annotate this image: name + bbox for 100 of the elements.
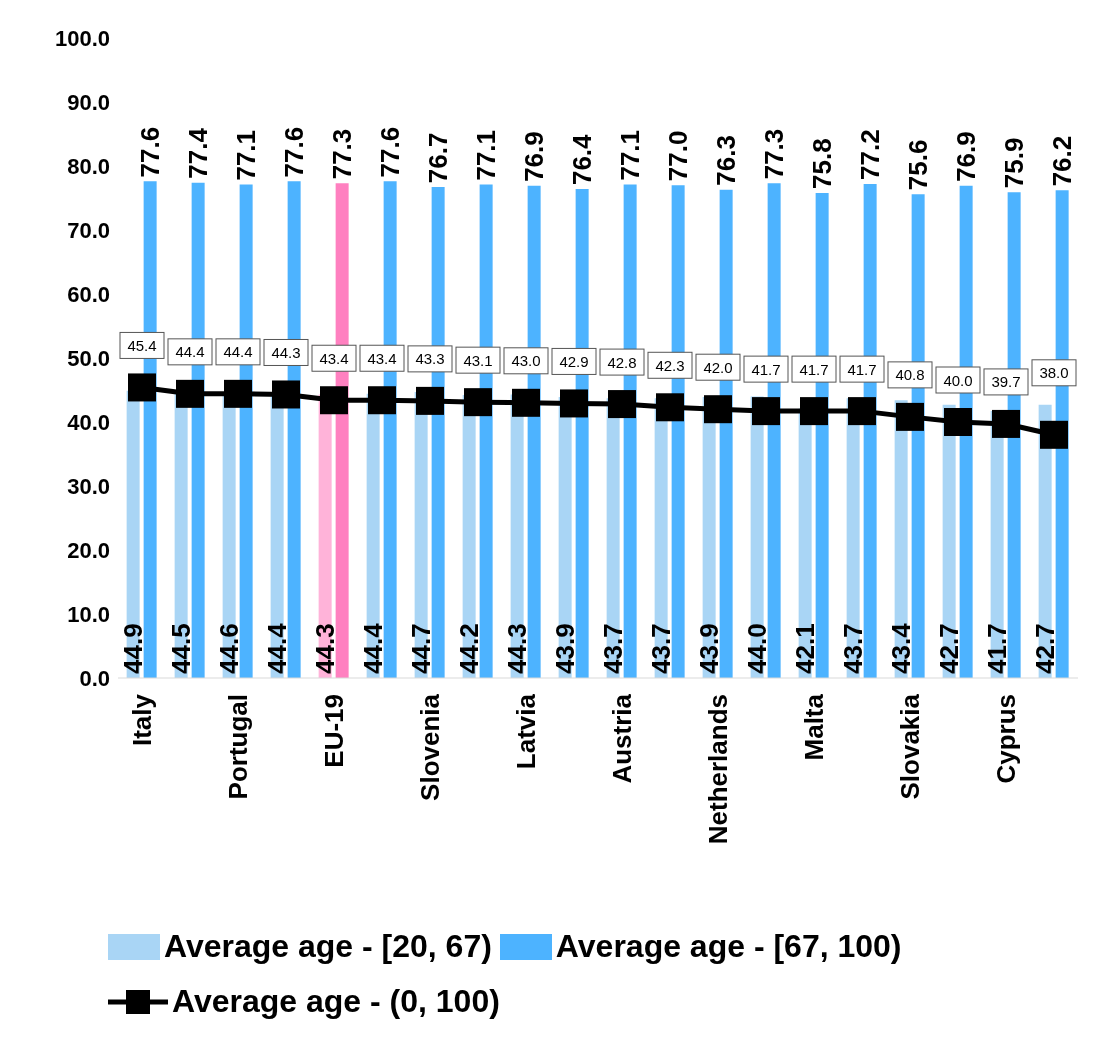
data-label: 77.4 — [183, 127, 214, 179]
data-label: 44.3 — [271, 343, 301, 361]
point — [320, 386, 348, 415]
x-tick-label: Austria — [607, 693, 637, 784]
data-label: 77.6 — [135, 126, 166, 178]
data-label: 43.7 — [646, 623, 677, 674]
data-label: 43.7 — [838, 623, 869, 674]
y-tick-label: 10.0 — [67, 601, 110, 627]
point — [944, 408, 972, 436]
x-tick-label: EU-19 — [319, 694, 349, 768]
data-label: 42.1 — [790, 623, 821, 674]
data-label: 77.1 — [231, 129, 262, 181]
data-label: 42.7 — [1030, 623, 1061, 674]
y-tick-label: 50.0 — [67, 345, 110, 371]
point — [512, 388, 540, 417]
x-tick-label: Slovenia — [415, 693, 445, 801]
y-tick-label: 40.0 — [67, 409, 110, 435]
point — [992, 409, 1020, 438]
point — [704, 395, 732, 424]
data-label: 43.4 — [319, 349, 349, 367]
y-tick-label: 20.0 — [67, 537, 110, 563]
data-label: 77.0 — [663, 130, 694, 182]
data-label: 44.3 — [310, 623, 341, 674]
x-tick-label: Malta — [799, 693, 829, 761]
data-label: 75.8 — [807, 138, 838, 189]
data-label: 44.5 — [166, 623, 197, 674]
legend-label: Average age - [20, 67) — [164, 928, 492, 965]
legend-label: Average age - [67, 100) — [555, 928, 902, 965]
data-label: 41.7 — [799, 360, 829, 378]
point — [656, 393, 684, 422]
data-label: 77.1 — [615, 129, 646, 181]
data-label: 43.7 — [598, 623, 629, 674]
data-label: 44.0 — [742, 623, 773, 674]
x-tick-label: Italy — [127, 693, 157, 747]
data-label: 39.7 — [991, 373, 1021, 391]
data-label: 43.9 — [694, 623, 725, 674]
point — [560, 389, 588, 418]
data-label: 77.1 — [471, 129, 502, 181]
data-label: 41.7 — [751, 360, 781, 378]
point — [128, 373, 156, 402]
data-label: 75.9 — [999, 137, 1030, 189]
data-label: 77.3 — [327, 128, 358, 180]
data-label: 42.9 — [559, 352, 589, 370]
point — [752, 397, 780, 426]
data-label: 44.6 — [214, 623, 245, 674]
data-label: 41.7 — [982, 623, 1013, 674]
point — [896, 402, 924, 431]
legend-label: Average age - (0, 100) — [172, 983, 500, 1020]
y-tick-label: 80.0 — [67, 153, 110, 179]
data-label: 43.1 — [463, 351, 493, 369]
y-tick-label: 0.0 — [79, 665, 110, 691]
data-label: 42.8 — [607, 353, 637, 371]
x-tick-label: Slovakia — [895, 693, 925, 800]
data-label: 75.6 — [903, 139, 934, 191]
data-label: 76.9 — [951, 131, 982, 182]
y-tick-label: 100.0 — [54, 25, 110, 51]
data-label: 42.7 — [934, 623, 965, 674]
data-label: 42.3 — [655, 356, 685, 374]
data-label: 43.3 — [415, 350, 445, 368]
data-label: 44.2 — [454, 623, 485, 674]
data-label: 43.9 — [550, 623, 581, 674]
point — [368, 386, 396, 415]
data-label: 44.3 — [502, 623, 533, 674]
data-label: 43.4 — [886, 622, 917, 674]
point — [416, 386, 444, 415]
x-tick-label: Latvia — [511, 693, 541, 770]
point — [800, 397, 828, 426]
data-label: 44.4 — [175, 343, 205, 361]
data-label: 41.7 — [847, 360, 877, 378]
x-tick-label: Cyprus — [991, 694, 1021, 784]
data-label: 44.7 — [406, 623, 437, 674]
point — [1040, 420, 1068, 449]
y-tick-label: 60.0 — [67, 281, 110, 307]
point — [464, 388, 492, 417]
data-label: 77.6 — [279, 126, 310, 178]
data-label: 76.3 — [711, 135, 742, 186]
data-label: 44.4 — [358, 622, 389, 674]
data-label: 44.9 — [118, 623, 149, 674]
y-tick-label: 90.0 — [67, 89, 110, 115]
point — [608, 390, 636, 419]
x-tick-label: Netherlands — [703, 694, 733, 845]
point — [272, 380, 300, 409]
data-label: 43.0 — [511, 352, 541, 370]
data-label: 40.0 — [943, 371, 973, 389]
data-label: 38.0 — [1039, 364, 1069, 382]
point — [848, 397, 876, 426]
data-label: 76.2 — [1047, 135, 1078, 187]
data-label: 76.9 — [519, 131, 550, 182]
data-label: 76.4 — [567, 133, 598, 186]
x-tick-label: Portugal — [223, 694, 253, 800]
data-label: 43.4 — [367, 349, 397, 367]
data-label: 45.4 — [127, 336, 157, 354]
data-label: 77.6 — [375, 126, 406, 178]
y-tick-label: 70.0 — [67, 217, 110, 243]
data-label: 44.4 — [262, 622, 293, 674]
data-label: 44.4 — [223, 343, 253, 361]
data-label: 77.2 — [855, 129, 886, 180]
data-label: 42.0 — [703, 358, 733, 376]
point — [176, 379, 204, 408]
data-label: 77.3 — [759, 128, 790, 180]
